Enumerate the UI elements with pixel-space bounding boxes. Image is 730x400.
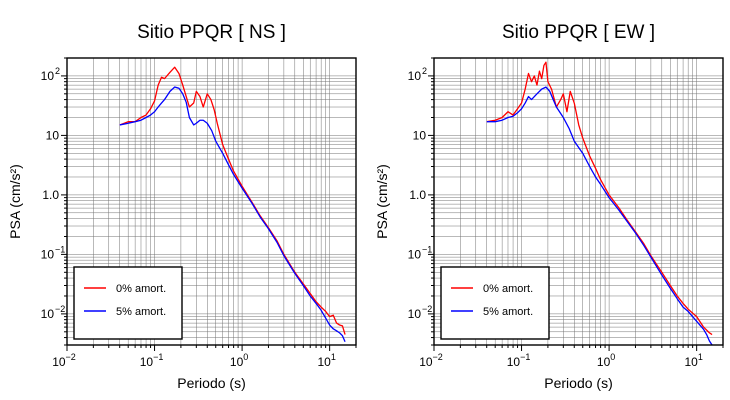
legend-label: 5% amort. [483,306,533,318]
legend-label: 0% amort. [116,283,166,295]
x-tick-label: 10−1 [507,352,531,369]
y-axis-label: PSA (cm/s²) [374,164,390,239]
x-tick-label: 10−1 [140,352,164,369]
y-tick-label-exponent: −2 [55,304,65,314]
ticks [428,57,724,351]
x-axis-label: Periodo (s) [544,375,612,391]
series-line-amort-5 [119,86,346,343]
y-tick-label: 1.0 [42,188,59,202]
y-tick-label: 10 [41,247,55,261]
legend-label: 0% amort. [483,283,533,295]
y-axis-label: PSA (cm/s²) [7,164,23,239]
y-tick-label-exponent: 2 [55,66,60,76]
y-tick-label: 10 [41,69,55,83]
plot-frame [66,57,357,346]
x-tick-label: 100 [597,352,615,369]
x-tick-label: 101 [684,352,702,369]
series-line-amort-0 [486,61,713,336]
y-tick-label: 10 [413,128,427,142]
y-tick-label: 10 [408,247,422,261]
y-tick-label-exponent: 2 [422,66,427,76]
chart-title: Sitio PPQR [ NS ] [137,22,286,43]
legend: 0% amort. 5% amort. [73,266,183,340]
series-line-amort-0 [119,66,346,335]
y-tick-label: 10 [46,128,60,142]
x-tick-label: 10−2 [419,352,443,369]
x-tick-label: 101 [317,352,335,369]
y-tick-label-exponent: −1 [422,244,432,254]
series-line-amort-5 [486,86,713,345]
x-axis-label: Periodo (s) [177,375,245,391]
x-tick-label: 100 [230,352,248,369]
legend-box [440,266,550,340]
chart-title: Sitio PPQR [ EW ] [502,22,655,43]
y-tick-label: 10 [408,307,422,321]
legend-box [73,266,183,340]
y-tick-label-exponent: −1 [55,244,65,254]
ticks [61,57,357,351]
plot-frame [433,57,724,346]
y-tick-label: 10 [408,69,422,83]
legend: 0% amort. 5% amort. [440,266,550,340]
y-tick-label-exponent: −2 [422,304,432,314]
x-tick-label: 10−2 [52,352,76,369]
y-tick-label: 10 [41,307,55,321]
y-tick-label: 1.0 [409,188,426,202]
legend-label: 5% amort. [116,306,166,318]
